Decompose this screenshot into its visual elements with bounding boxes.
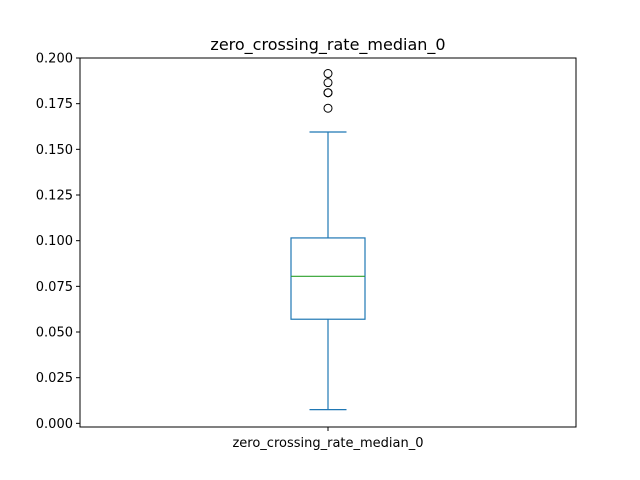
y-tick-label: 0.025 bbox=[36, 371, 73, 386]
y-tick-label: 0.175 bbox=[36, 97, 73, 112]
y-tick-label: 0.150 bbox=[36, 143, 73, 158]
y-tick-label: 0.050 bbox=[36, 326, 73, 341]
outlier-point bbox=[323, 78, 333, 88]
outlier-point bbox=[323, 103, 333, 113]
x-axis: zero_crossing_rate_median_0 bbox=[232, 427, 424, 451]
plot-marks bbox=[290, 69, 366, 411]
y-tick-label: 0.200 bbox=[36, 52, 73, 67]
iqr-box bbox=[290, 237, 366, 320]
y-tick-label: 0.100 bbox=[36, 234, 73, 249]
y-tick-label: 0.125 bbox=[36, 189, 73, 204]
outlier-point bbox=[323, 69, 333, 79]
y-tick-label: 0.000 bbox=[36, 417, 73, 432]
y-tick-label: 0.075 bbox=[36, 280, 73, 295]
x-tick-label: zero_crossing_rate_median_0 bbox=[232, 436, 423, 451]
plot-frame bbox=[79, 57, 577, 428]
chart-title: zero_crossing_rate_median_0 bbox=[210, 35, 445, 55]
outlier-point bbox=[323, 88, 333, 98]
y-axis: 0.000 0.025 0.050 0.075 0.100 0.125 0.150 0.175… bbox=[36, 52, 80, 432]
